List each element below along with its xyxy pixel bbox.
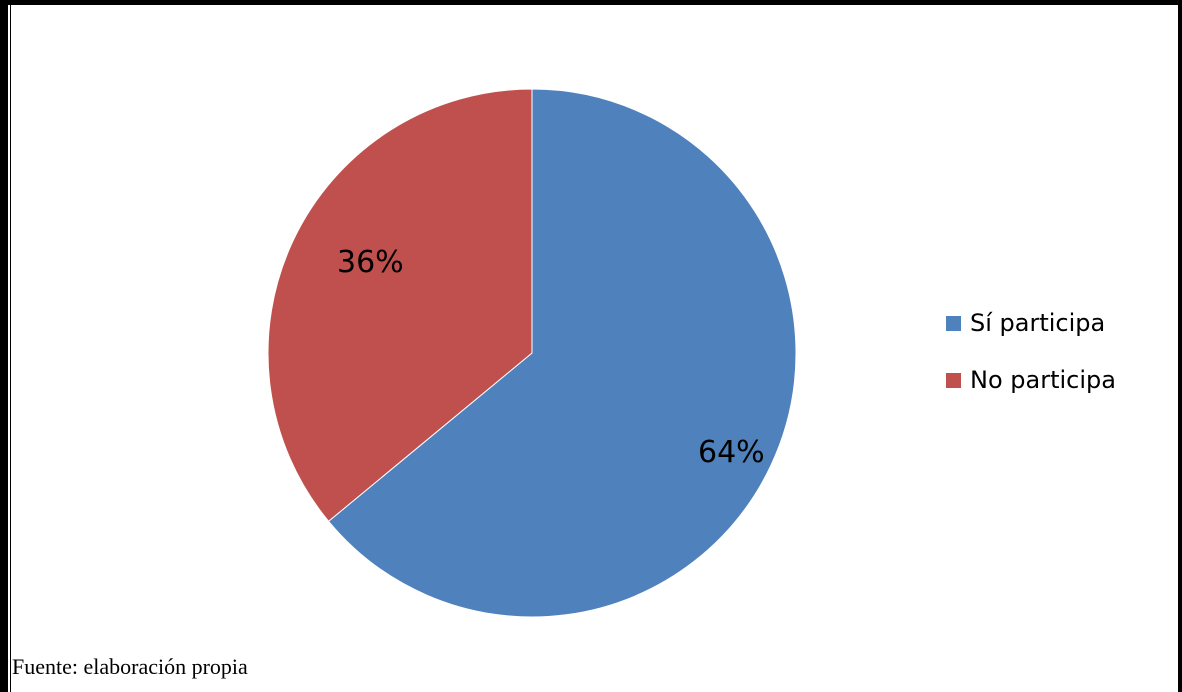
legend-swatch-1 [946,316,961,331]
slice-labels: 64% 36% [337,245,765,470]
pie-slices [267,88,797,618]
pie-chart: 64% 36% Sí participa No participa [267,88,1116,618]
legend-swatch-2 [946,373,961,388]
source-note: Fuente: elaboración propia [12,654,248,679]
legend-label-1: Sí participa [970,309,1105,337]
pie-slice-2 [267,88,533,522]
pie-slice-1 [327,88,797,618]
slice-value-label-2: 36% [337,245,404,280]
legend-label-2: No participa [970,366,1116,394]
slice-value-label-1: 64% [698,435,765,470]
legend: Sí participa No participa [946,309,1116,394]
